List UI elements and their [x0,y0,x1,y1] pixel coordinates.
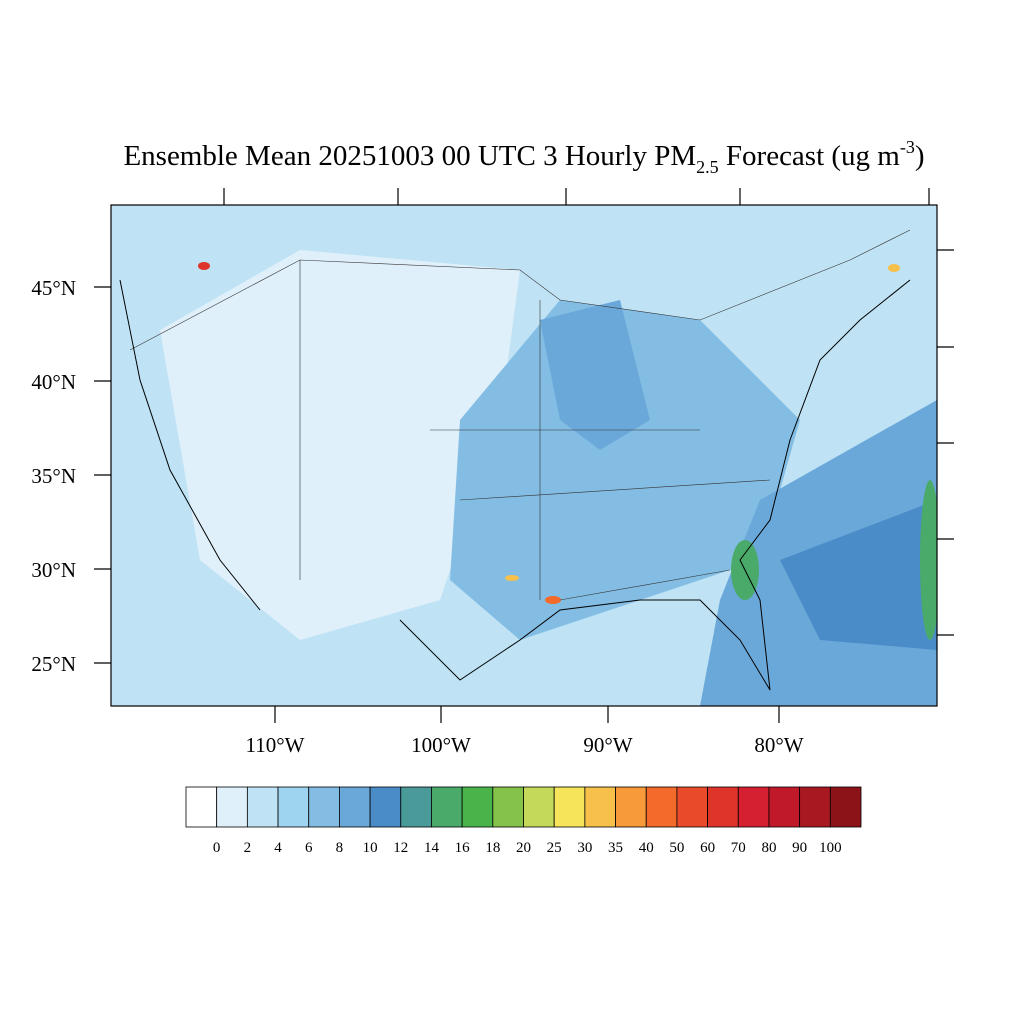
colorbar-label: 50 [669,840,684,856]
lat-label: 45°N [31,276,76,300]
lat-label: 30°N [31,558,76,582]
colorbar-label: 40 [639,840,654,856]
hotspot [505,575,519,581]
colorbar-label: 16 [455,840,471,856]
colorbar-label: 100 [819,840,842,856]
low-region [160,250,520,640]
colorbar-box [369,786,402,828]
colorbar-label: 10 [363,840,378,856]
colorbar-box [216,786,248,828]
ocean-high [780,500,937,650]
colorbar-box [645,786,678,828]
colorbar-box [461,786,494,828]
title-end: ) [915,140,925,172]
title-main: Ensemble Mean 20251003 00 UTC 3 Hourly P… [123,140,696,172]
colorbar-label: 4 [274,840,282,856]
colorbar-box [431,786,463,828]
colorbar-box [308,786,340,828]
axis-labels: 45°N 40°N 35°N 30°N 25°N 110°W 100°W 90°W 80°W [31,276,803,757]
lat-label: 25°N [31,652,76,676]
axis-ticks [94,188,954,723]
colorbar-box [829,786,862,828]
colorbar-box [553,786,586,828]
mid-region [450,300,800,640]
colorbar-label: 35 [608,840,623,856]
colorbar-box [615,786,647,828]
colorbar-label: 30 [577,840,592,856]
colorbar-label: 60 [700,840,715,856]
colorbar-box [339,786,371,828]
lon-label: 90°W [583,733,632,757]
colorbar-box [400,786,432,828]
lat-label: 35°N [31,464,76,488]
colorbar-box [246,786,279,828]
colorbar-label: 8 [336,840,344,856]
colorbar: 0 2 4 6 8 10 12 14 16 18 20 25 30 35 40 50 60 70 80 90 100 [185,786,862,856]
title-sub: 2.5 [696,157,719,177]
lon-label: 100°W [411,733,471,757]
colorbar-box [185,786,218,828]
colorbar-label: 14 [424,840,440,856]
colorbar-box [277,786,310,828]
lon-label: 110°W [246,733,305,757]
colorbar-label: 80 [761,840,776,856]
title: Ensemble Mean 20251003 00 UTC 3 Hourly P… [123,137,924,177]
colorbar-box [676,786,708,828]
map [94,188,954,723]
colorbar-label: 70 [731,840,746,856]
lon-label: 80°W [754,733,803,757]
plume [920,480,937,640]
coastline [119,279,911,691]
state-borders [129,229,911,601]
hotspot [198,262,210,270]
hotspot [888,264,900,272]
colorbar-label: 2 [244,840,252,856]
colorbar-box [523,786,555,828]
colorbar-box [707,786,739,828]
colorbar-box [737,786,770,828]
map-frame [110,204,938,707]
colorbar-label: 90 [792,840,807,856]
lat-label: 40°N [31,370,76,394]
title-sup: -3 [900,137,915,157]
hotspot [545,596,561,604]
colorbar-box [768,786,801,828]
colorbar-box [799,786,831,828]
colorbar-box [492,786,524,828]
colorbar-label: 18 [485,840,500,856]
colorbar-label: 6 [305,840,313,856]
title-rest: Forecast (ug m [719,140,901,172]
colorbar-label: 25 [547,840,562,856]
colorbar-label: 20 [516,840,531,856]
colorbar-label: 12 [393,840,408,856]
lakes-region [540,300,650,450]
colorbar-box [584,786,616,828]
colorbar-label: 0 [213,840,221,856]
